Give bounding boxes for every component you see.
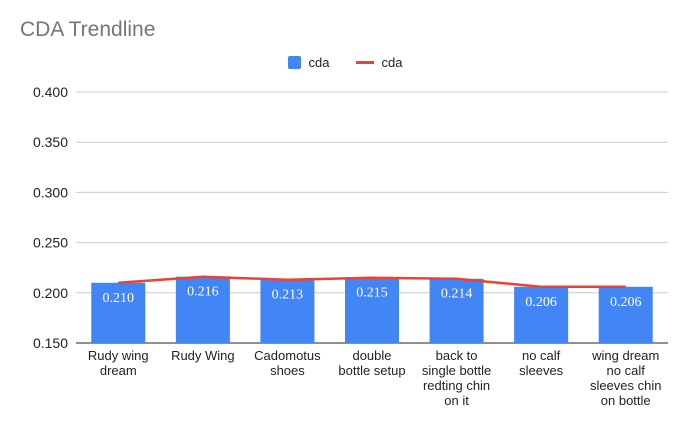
x-tick-label-line: redting chin bbox=[423, 378, 490, 393]
bar bbox=[260, 279, 315, 343]
bar bbox=[175, 276, 230, 343]
legend: cda cda bbox=[0, 55, 690, 70]
data-label: 0.206 bbox=[525, 295, 557, 310]
x-tick-label-line: no calf bbox=[607, 363, 646, 378]
data-label: 0.216 bbox=[187, 285, 219, 300]
x-tick-label-line: on it bbox=[444, 393, 469, 408]
y-tick-label: 0.300 bbox=[33, 184, 68, 200]
x-tick-label-line: on bottle bbox=[601, 393, 651, 408]
x-tick-label-line: single bottle bbox=[422, 363, 491, 378]
data-label: 0.215 bbox=[356, 286, 388, 301]
y-tick-label: 0.200 bbox=[33, 285, 68, 301]
x-tick-label: wing dream no calf sleeves chin on bottle bbox=[590, 348, 662, 408]
x-tick-label-line: sleeves chin bbox=[590, 378, 662, 393]
data-label: 0.213 bbox=[272, 288, 304, 303]
chart-title: CDA Trendline bbox=[20, 18, 156, 41]
y-tick-label: 0.400 bbox=[33, 84, 68, 100]
x-tick-label: Rudy wing dream bbox=[88, 348, 149, 378]
x-tick-label-line: bottle setup bbox=[338, 363, 405, 378]
legend-label-line: cda bbox=[381, 55, 403, 70]
bar bbox=[91, 282, 146, 343]
bar bbox=[598, 286, 653, 343]
x-tick-label-line: dream bbox=[100, 363, 137, 378]
x-tick-label: double bottle setup bbox=[338, 348, 405, 378]
legend-label-bar: cda bbox=[308, 55, 330, 70]
data-label: 0.206 bbox=[610, 295, 642, 310]
x-tick-label: Cadomotus shoes bbox=[254, 348, 321, 378]
y-tick-label: 0.350 bbox=[33, 134, 68, 150]
legend-item-bar[interactable]: cda bbox=[287, 55, 330, 70]
x-tick-label-line: no calf bbox=[522, 348, 561, 363]
bar bbox=[514, 286, 569, 343]
y-tick-label: 0.150 bbox=[33, 335, 68, 351]
data-label: 0.214 bbox=[441, 287, 473, 302]
legend-swatch-line bbox=[355, 61, 374, 64]
x-tick-label-line: shoes bbox=[270, 363, 305, 378]
x-tick-label-line: Rudy wing bbox=[88, 348, 149, 363]
legend-item-line[interactable]: cda bbox=[355, 55, 403, 70]
x-tick-label: Rudy Wing bbox=[171, 348, 235, 363]
x-tick-label: back to single bottle redting chin on it bbox=[422, 348, 491, 408]
x-tick-label-line: back to bbox=[436, 348, 478, 363]
data-label: 0.210 bbox=[103, 291, 135, 306]
x-tick-label-line: Cadomotus bbox=[254, 348, 321, 363]
x-tick-label-line: Rudy Wing bbox=[171, 348, 235, 363]
x-tick-label-line: double bbox=[352, 348, 391, 363]
bar bbox=[345, 277, 399, 343]
trend-line bbox=[118, 275, 626, 289]
legend-swatch-bar bbox=[287, 56, 301, 69]
bar bbox=[429, 278, 484, 343]
x-tick-label-line: wing dream bbox=[591, 348, 659, 363]
x-tick-label-line: sleeves bbox=[519, 363, 564, 378]
x-tick-label: no calf sleeves bbox=[519, 348, 564, 378]
y-tick-label: 0.250 bbox=[33, 235, 68, 251]
